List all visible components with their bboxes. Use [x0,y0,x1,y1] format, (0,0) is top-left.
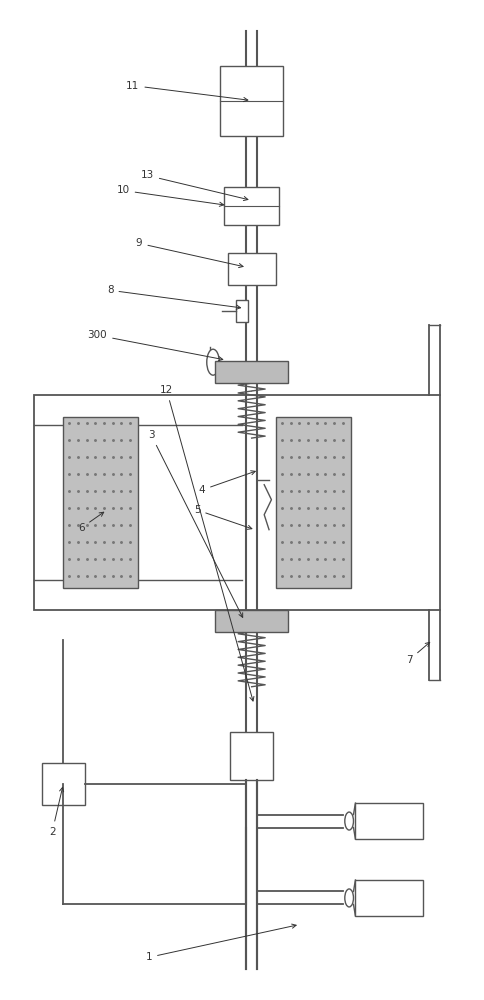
Bar [355,880,423,916]
Circle shape [345,889,353,907]
Bar [215,610,288,632]
Text: 3: 3 [148,430,242,617]
Text: 13: 13 [141,170,248,201]
Bar [236,300,248,322]
Text: 5: 5 [194,505,252,529]
Text: 11: 11 [126,81,248,102]
Bar [220,66,283,136]
Bar [230,732,273,780]
Text: 1: 1 [146,924,296,962]
Text: 8: 8 [107,285,241,309]
Circle shape [345,812,353,830]
Text: 6: 6 [78,512,104,533]
Bar [224,187,279,225]
Bar [355,803,423,839]
Text: 300: 300 [88,330,223,361]
Text: 2: 2 [49,787,63,837]
Bar [34,395,440,610]
Bar [276,417,351,588]
Text: 12: 12 [160,385,254,701]
Text: 10: 10 [117,185,224,206]
Text: 9: 9 [136,238,243,268]
Text: 7: 7 [406,642,430,665]
Text: 4: 4 [198,471,255,495]
Bar [215,361,288,383]
Circle shape [207,349,219,375]
Bar [63,417,138,588]
Bar [42,763,85,805]
Bar [227,253,276,285]
